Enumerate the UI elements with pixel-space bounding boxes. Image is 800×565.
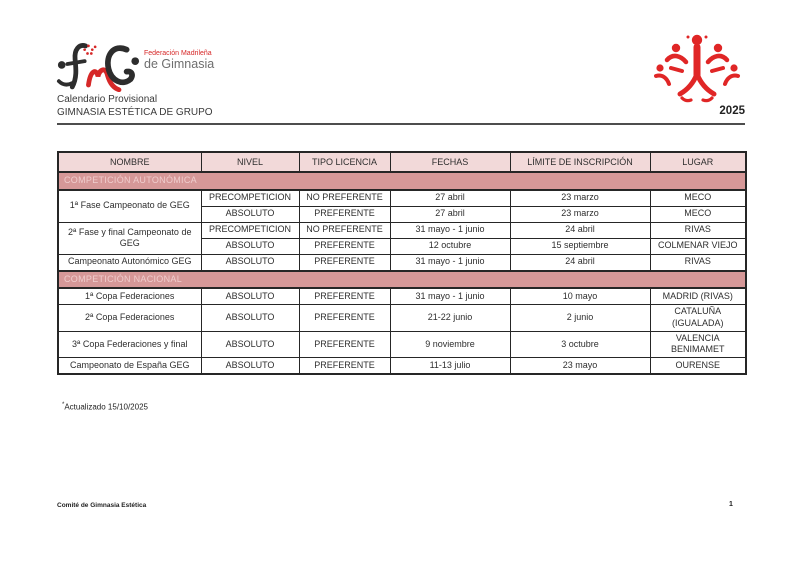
table-row: Campeonato de España GEG ABSOLUTO PREFER…	[57, 357, 747, 375]
table-row: 3ª Copa Federaciones y final ABSOLUTO PR…	[57, 330, 747, 359]
cell-limite: 10 mayo	[509, 287, 651, 306]
cell-nombre: Campeonato de España GEG	[57, 357, 202, 375]
cell-nivel: ABSOLUTO	[200, 237, 300, 255]
column-header-lugar: LUGAR	[649, 151, 747, 173]
cell-tipo: PREFERENTE	[298, 237, 391, 255]
table-row: 2ª Fase y final Campeonato de GEG PRECOM…	[57, 221, 747, 255]
cell-nombre: 2ª Copa Federaciones	[57, 304, 202, 332]
cell-tipo: PREFERENTE	[298, 330, 391, 359]
cell-fechas: 27 abril	[389, 205, 511, 223]
document-title: GIMNASIA ESTÉTICA DE GRUPO	[57, 107, 213, 119]
cell-fechas: 31 mayo - 1 junio	[389, 253, 511, 272]
cell-tipo: PREFERENTE	[298, 357, 391, 375]
table-row: 1ª Fase Campeonato de GEG PRECOMPETICION…	[57, 189, 747, 223]
cell-nivel: ABSOLUTO	[200, 330, 300, 359]
cell-tipo: PREFERENTE	[298, 253, 391, 272]
cell-nivel: ABSOLUTO	[200, 287, 300, 306]
title-block: Calendario Provisional GIMNASIA ESTÉTICA…	[57, 93, 213, 119]
table-row: 2ª Copa Federaciones ABSOLUTO PREFERENTE…	[57, 304, 747, 332]
cell-nivel: ABSOLUTO	[200, 304, 300, 332]
cell-lugar: RIVAS	[649, 253, 747, 272]
document-subtitle: Calendario Provisional	[57, 94, 158, 105]
cell-tipo: NO PREFERENTE	[298, 221, 391, 239]
cell-limite: 15 septiembre	[509, 237, 651, 255]
table-row: 1ª Copa Federaciones ABSOLUTO PREFERENTE…	[57, 287, 747, 306]
cell-lugar: CATALUÑA (IGUALADA)	[649, 304, 747, 332]
column-header-fechas: FECHAS	[389, 151, 511, 173]
calendar-table: NOMBRE NIVEL TIPO LICENCIA FECHAS LÍMITE…	[57, 151, 747, 376]
footnote-asterisk: *	[62, 402, 65, 408]
cell-nivel: PRECOMPETICION	[200, 221, 300, 239]
cell-nivel: ABSOLUTO	[200, 253, 300, 272]
footer-committee-label: Comité de Gimnasia Estética	[57, 502, 147, 509]
cell-fechas: 12 octubre	[389, 237, 511, 255]
column-header-limite: LÍMITE DE INSCRIPCIÓN	[509, 151, 651, 173]
cell-limite: 24 abril	[509, 253, 651, 272]
section-row-autonomica: COMPETICIÓN AUTONÓMICA	[57, 171, 747, 191]
section-label: COMPETICIÓN AUTONÓMICA	[57, 171, 747, 191]
cell-lugar: RIVAS	[649, 221, 747, 239]
logo-text: Federación Madrileña de Gimnasia	[144, 50, 214, 71]
cell-limite: 3 octubre	[509, 330, 651, 359]
cell-fechas: 9 noviembre	[389, 330, 511, 359]
cell-lugar: MECO	[649, 205, 747, 223]
cell-nivel: PRECOMPETICION	[200, 189, 300, 207]
fmg-logo-icon	[56, 36, 140, 97]
org-name-line1: Federación Madrileña	[144, 50, 212, 57]
gymnasts-group-icon	[650, 32, 744, 111]
cell-nombre: 3ª Copa Federaciones y final	[57, 330, 202, 359]
table-row: ABSOLUTO PREFERENTE 27 abril 23 marzo ME…	[58, 205, 747, 223]
cell-nombre: 1ª Fase Campeonato de GEG	[57, 189, 202, 223]
cell-lugar: MADRID (RIVAS)	[649, 287, 747, 306]
cell-limite: 23 mayo	[509, 357, 651, 375]
cell-limite: 2 junio	[509, 304, 651, 332]
cell-nivel: ABSOLUTO	[200, 205, 300, 223]
cell-fechas: 11-13 julio	[389, 357, 511, 375]
cell-lugar: OURENSE	[649, 357, 747, 375]
section-row-nacional: COMPETICIÓN NACIONAL	[57, 269, 747, 290]
cell-lugar: MECO	[649, 189, 747, 207]
column-header-nombre: NOMBRE	[57, 151, 202, 173]
cell-nombre: 2ª Fase y final Campeonato de GEG	[57, 221, 202, 255]
footnote: *Actualizado 15/10/2025	[62, 402, 148, 412]
cell-fechas: 27 abril	[389, 189, 511, 207]
cell-tipo: PREFERENTE	[298, 205, 391, 223]
column-header-nivel: NIVEL	[200, 151, 300, 173]
cell-tipo: NO PREFERENTE	[298, 189, 391, 207]
cell-lugar: VALENCIA BENIMAMET	[649, 330, 747, 359]
cell-fechas: 21-22 junio	[389, 304, 511, 332]
table-header-row: NOMBRE NIVEL TIPO LICENCIA FECHAS LÍMITE…	[57, 151, 747, 173]
table-row: Campeonato Autonómico GEG ABSOLUTO PREFE…	[57, 253, 747, 272]
cell-nivel: ABSOLUTO	[200, 357, 300, 375]
cell-fechas: 31 mayo - 1 junio	[389, 221, 511, 239]
table-row: ABSOLUTO PREFERENTE 12 octubre 15 septie…	[58, 237, 747, 255]
cell-limite: 23 marzo	[509, 189, 651, 207]
section-label: COMPETICIÓN NACIONAL	[57, 269, 747, 290]
cell-nombre: 1ª Copa Federaciones	[57, 287, 202, 306]
year-label: 2025	[719, 105, 745, 117]
header-rule	[57, 123, 745, 125]
cell-limite: 24 abril	[509, 221, 651, 239]
footer-page-number: 1	[729, 501, 733, 508]
cell-nombre: Campeonato Autonómico GEG	[57, 253, 202, 272]
column-header-tipo-licencia: TIPO LICENCIA	[298, 151, 391, 173]
cell-tipo: PREFERENTE	[298, 304, 391, 332]
cell-tipo: PREFERENTE	[298, 287, 391, 306]
cell-lugar: COLMENAR VIEJO	[649, 237, 747, 255]
footnote-text: Actualizado 15/10/2025	[64, 402, 148, 412]
org-name-line2: de Gimnasia	[144, 56, 215, 71]
cell-limite: 23 marzo	[509, 205, 651, 223]
cell-fechas: 31 mayo - 1 junio	[389, 287, 511, 306]
